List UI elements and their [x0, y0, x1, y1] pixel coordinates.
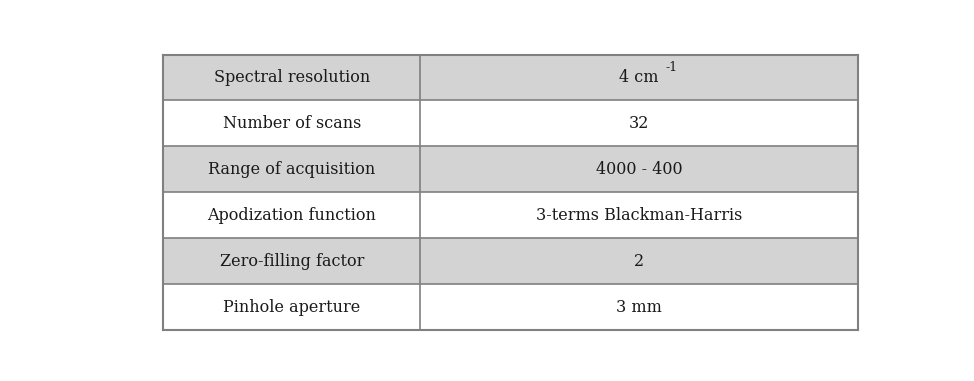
Bar: [420, 54, 858, 101]
Bar: [420, 101, 858, 146]
Bar: [420, 284, 858, 330]
Text: 4 cm: 4 cm: [619, 69, 658, 86]
Bar: [420, 192, 858, 239]
Text: 3-terms Blackman-Harris: 3-terms Blackman-Harris: [536, 207, 742, 224]
Text: Pinhole aperture: Pinhole aperture: [223, 299, 360, 316]
Bar: [420, 146, 858, 192]
Text: Apodization function: Apodization function: [207, 207, 376, 224]
Text: 3 mm: 3 mm: [616, 299, 662, 316]
Bar: [164, 54, 420, 101]
Text: 4000 - 400: 4000 - 400: [596, 161, 682, 178]
Text: Number of scans: Number of scans: [222, 115, 361, 132]
Text: 2: 2: [634, 253, 644, 270]
Bar: [164, 284, 420, 330]
Bar: [420, 239, 858, 284]
Bar: [164, 192, 420, 239]
Bar: [164, 146, 420, 192]
Bar: [164, 239, 420, 284]
Text: Zero-filling factor: Zero-filling factor: [219, 253, 364, 270]
Text: 32: 32: [629, 115, 649, 132]
Text: Spectral resolution: Spectral resolution: [213, 69, 370, 86]
Text: -1: -1: [665, 61, 678, 74]
Text: Range of acquisition: Range of acquisition: [208, 161, 375, 178]
Bar: [164, 101, 420, 146]
